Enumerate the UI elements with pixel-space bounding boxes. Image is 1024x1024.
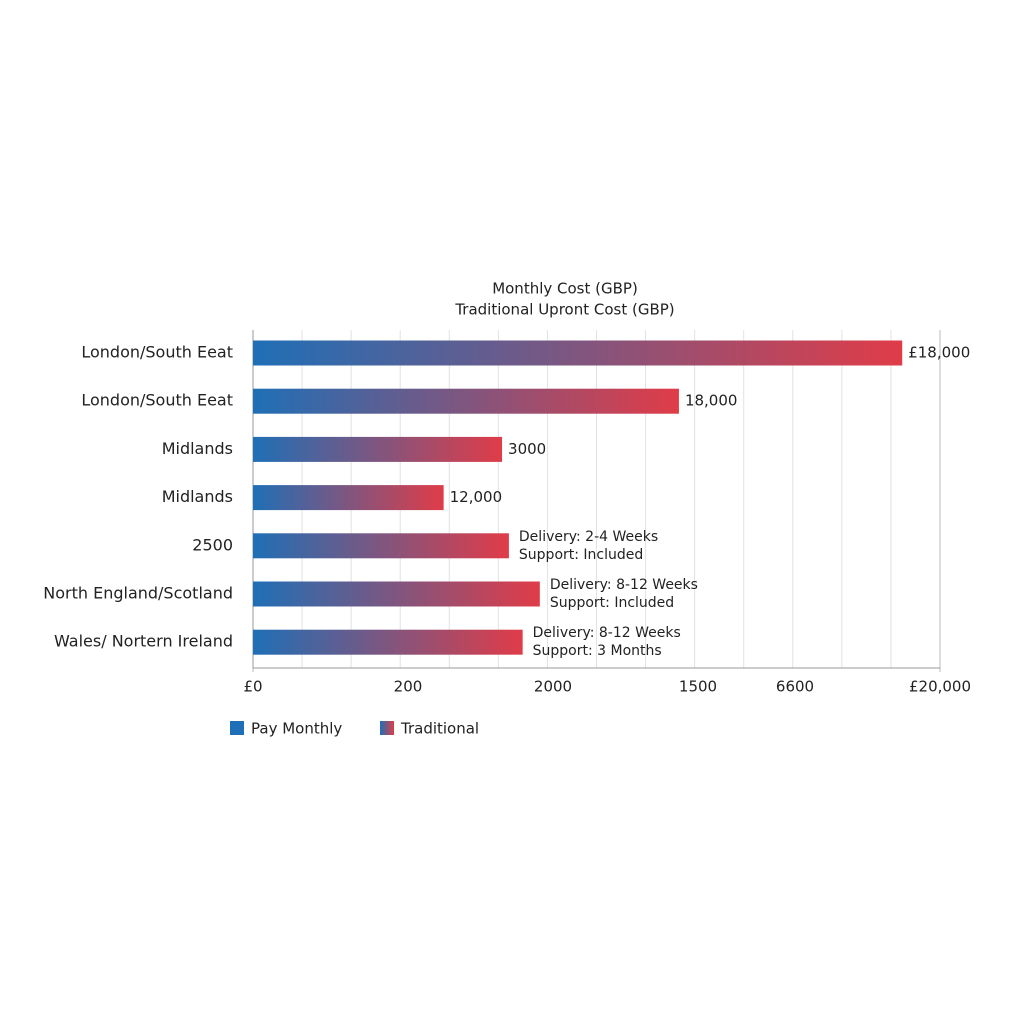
x-axis-label: 6600 [776,678,814,696]
title-line: Traditional Upront Cost (GBP) [454,301,674,319]
bar-label: Support: Included [519,547,643,563]
bar-label: 3000 [508,440,546,458]
category-label: Midlands [162,487,233,506]
title-line: Monthly Cost (GBP) [492,280,638,298]
category-label: North England/Scotland [43,584,233,603]
legend-label: Traditional [400,720,479,738]
bar [253,533,509,559]
x-tick-label: £20,000 [909,678,971,696]
bar [253,581,540,607]
category-label: Wales/ Nortern Ireland [54,632,233,651]
bar [253,436,503,462]
legend-swatch [230,721,244,735]
bar-label: Support: Included [550,595,674,611]
bar-label: Delivery: 2-4 Weeks [519,529,658,545]
bar [253,340,903,366]
bar-label: 18,000 [685,392,738,410]
category-label: Midlands [162,439,233,458]
x-axis-label: 2000 [534,678,572,696]
bar-label: Delivery: 8-12 Weeks [550,577,698,593]
bar [253,485,444,511]
bar-label: 12,000 [450,488,503,506]
legend-swatch [380,721,394,735]
legend-label: Pay Monthly [251,720,342,738]
x-tick-label: £0 [243,678,262,696]
x-axis-label: 1500 [679,678,717,696]
bar-label: Support: 3 Months [533,643,662,659]
bar [253,388,679,414]
x-axis-label: 200 [394,678,423,696]
bar-label: £18,000 [908,344,970,362]
bar-label: Delivery: 8-12 Weeks [533,625,681,641]
category-label: 2500 [192,535,233,554]
category-label: London/South Eeat [81,391,233,410]
category-label: London/South Eeat [81,343,233,362]
bar [253,629,523,655]
